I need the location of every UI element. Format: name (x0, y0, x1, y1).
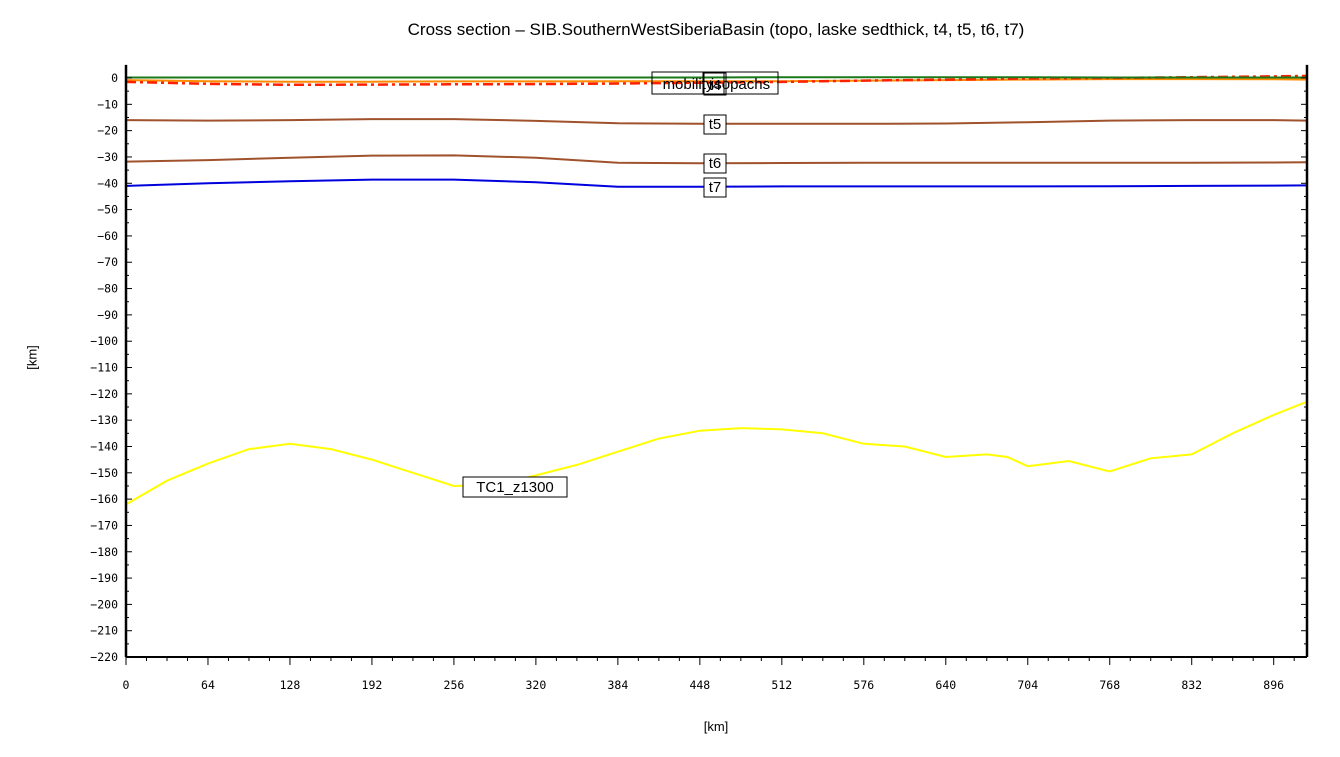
chart-title: Cross section – SIB.SouthernWestSiberiaB… (407, 20, 1025, 39)
series-t7 (125, 178, 1308, 188)
data-curves (125, 74, 1308, 506)
y-tick-label: −170 (90, 518, 118, 532)
x-tick-label: 64 (201, 678, 215, 692)
series-t5 (125, 118, 1308, 125)
annotation-box (702, 71, 779, 95)
y-tick-label: −50 (97, 203, 118, 217)
x-tick-label: 704 (1017, 678, 1038, 692)
y-tick-label: −200 (90, 597, 118, 611)
x-tick-label: 448 (689, 678, 710, 692)
annotation-t5: t5 (709, 116, 722, 133)
annotation-box (703, 72, 727, 96)
annotation-box (703, 153, 727, 174)
y-tick-label: −190 (90, 571, 118, 585)
y-tick-label: −60 (97, 229, 118, 243)
y-tick-label: −150 (90, 466, 118, 480)
x-tick-label: 832 (1181, 678, 1202, 692)
y-tick-label: −40 (97, 176, 118, 190)
y-tick-label: −100 (90, 334, 118, 348)
x-tick-label: 192 (362, 678, 383, 692)
y-tick-label: −10 (97, 97, 118, 111)
x-tick-label: 320 (526, 678, 547, 692)
y-tick-label: −160 (90, 492, 118, 506)
y-tick-label: −140 (90, 439, 118, 453)
annotation-t4: t4 (709, 77, 722, 94)
annotation-t7: t7 (709, 179, 722, 196)
y-tick-label: −130 (90, 413, 118, 427)
y-tick-label: −120 (90, 387, 118, 401)
y-tick-label: −210 (90, 624, 118, 638)
annotation-t6: t6 (709, 155, 722, 172)
y-tick-label: −80 (97, 282, 118, 296)
annotation-tc1-z1300: TC1_z1300 (476, 479, 554, 496)
x-tick-label: 0 (123, 678, 130, 692)
x-tick-label: 512 (771, 678, 792, 692)
y-tick-label: −90 (97, 308, 118, 322)
annotation-box (703, 177, 727, 198)
x-tick-label: 128 (280, 678, 301, 692)
x-tick-label: 256 (444, 678, 465, 692)
x-axis-label: [km] (703, 719, 729, 734)
x-tick-label: 896 (1263, 678, 1284, 692)
plot-axes: 0 −10 −20 −30 −40 −50 −60 −70 −80 −90 −100 −110 −120… (90, 64, 1309, 692)
y-tick-label: −110 (90, 361, 118, 375)
y-tick-label: −220 (90, 650, 118, 664)
annotation-box (462, 476, 568, 498)
y-tick-label: −20 (97, 124, 118, 138)
annotation-box (651, 71, 725, 95)
y-tick-label: −180 (90, 545, 118, 559)
annotation-mobility: mobility (663, 76, 714, 93)
x-tick-label: 576 (853, 678, 874, 692)
x-tick-label: 384 (607, 678, 628, 692)
series-tc1_z1300 (125, 400, 1308, 506)
y-tick-label: 0 (111, 71, 118, 85)
x-tick-label: 768 (1099, 678, 1120, 692)
series-t6 (125, 154, 1308, 165)
y-tick-label: −30 (97, 150, 118, 164)
annotation-box (703, 114, 727, 135)
y-tick-label: −70 (97, 255, 118, 269)
x-tick-label: 640 (935, 678, 956, 692)
